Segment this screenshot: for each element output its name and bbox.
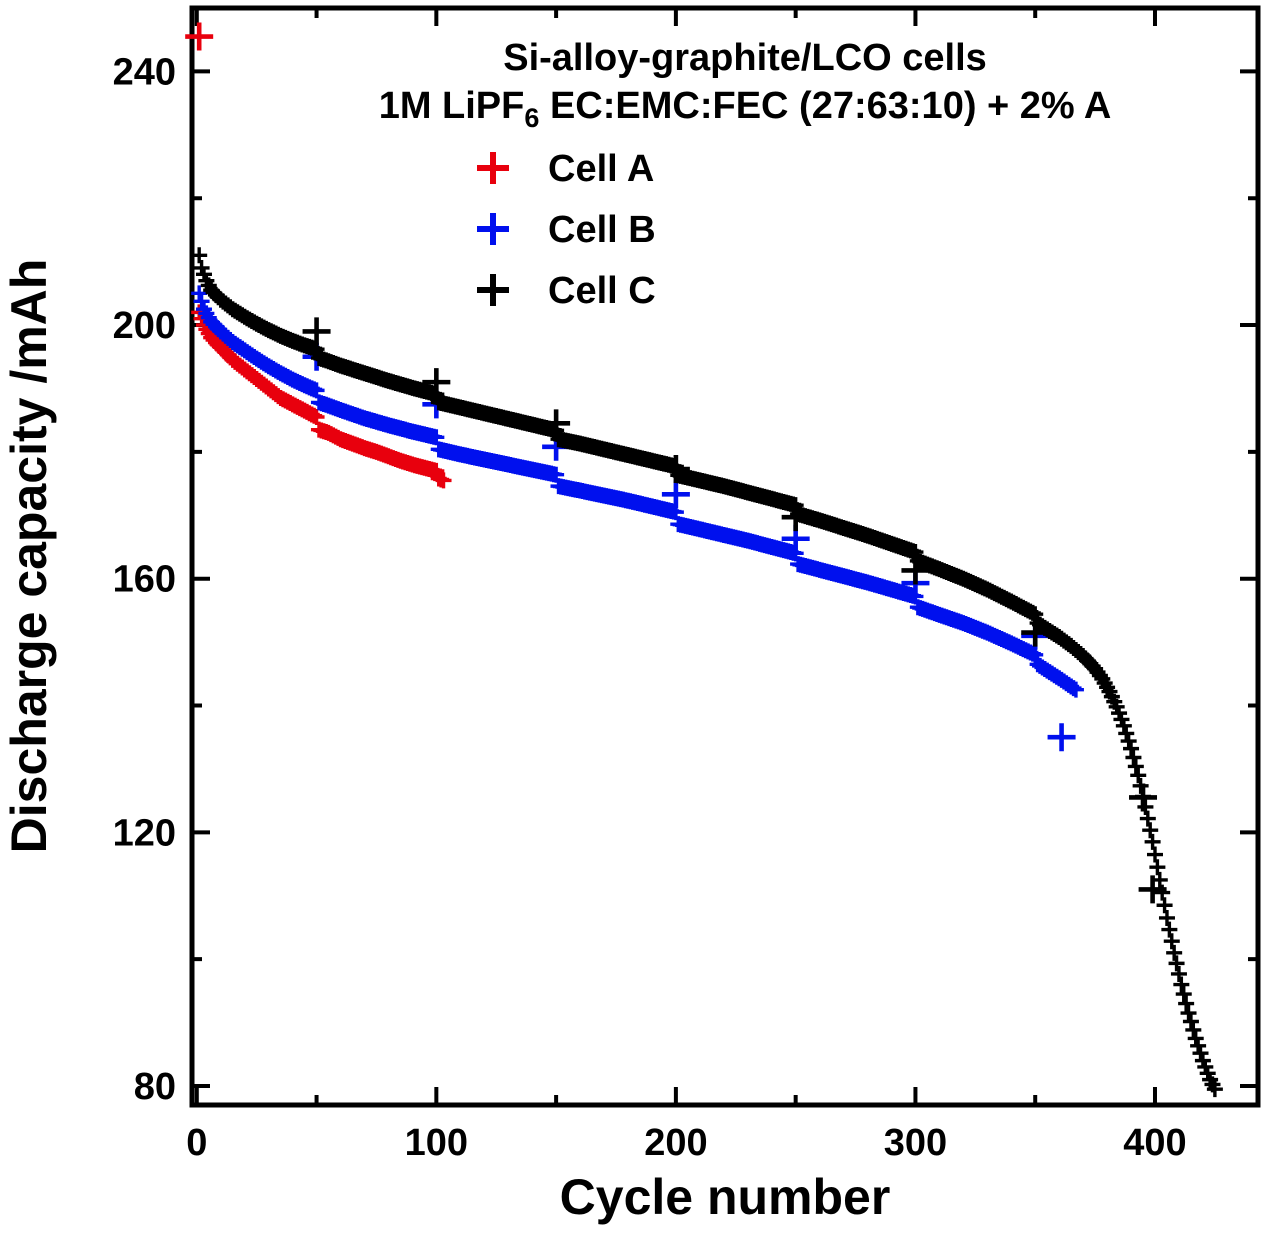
legend-label-cell-a: Cell A bbox=[548, 148, 654, 190]
legend-marker-cell-b bbox=[477, 213, 509, 245]
svg-text:200: 200 bbox=[644, 1122, 707, 1164]
svg-text:100: 100 bbox=[405, 1122, 468, 1164]
legend-marker-cell-c bbox=[477, 274, 509, 306]
svg-text:120: 120 bbox=[113, 812, 176, 854]
svg-text:160: 160 bbox=[113, 559, 176, 601]
svg-text:300: 300 bbox=[884, 1122, 947, 1164]
chart-title-line1: Si-alloy-graphite/LCO cells bbox=[503, 37, 987, 79]
svg-text:200: 200 bbox=[113, 305, 176, 347]
legend: Cell A Cell B Cell C bbox=[477, 148, 656, 312]
svg-text:0: 0 bbox=[186, 1122, 207, 1164]
axis-ticks bbox=[192, 8, 1258, 1105]
plot-frame bbox=[189, 5, 1261, 1108]
legend-label-cell-c: Cell C bbox=[548, 270, 656, 312]
axis-tick-labels: 0 100 200 300 400 80 120 160 200 240 bbox=[113, 51, 1187, 1164]
legend-label-cell-b: Cell B bbox=[548, 209, 656, 251]
y-axis-title: Discharge capacity /mAh bbox=[1, 259, 57, 854]
legend-marker-cell-a bbox=[477, 152, 509, 184]
chart-title-line2: 1M LiPF6 EC:EMC:FEC (27:63:10) + 2% A bbox=[379, 85, 1112, 133]
svg-text:240: 240 bbox=[113, 51, 176, 93]
svg-text:80: 80 bbox=[134, 1066, 176, 1108]
svg-text:400: 400 bbox=[1123, 1122, 1186, 1164]
data-series-layer bbox=[185, 22, 1223, 1098]
x-axis-title: Cycle number bbox=[560, 1169, 891, 1225]
